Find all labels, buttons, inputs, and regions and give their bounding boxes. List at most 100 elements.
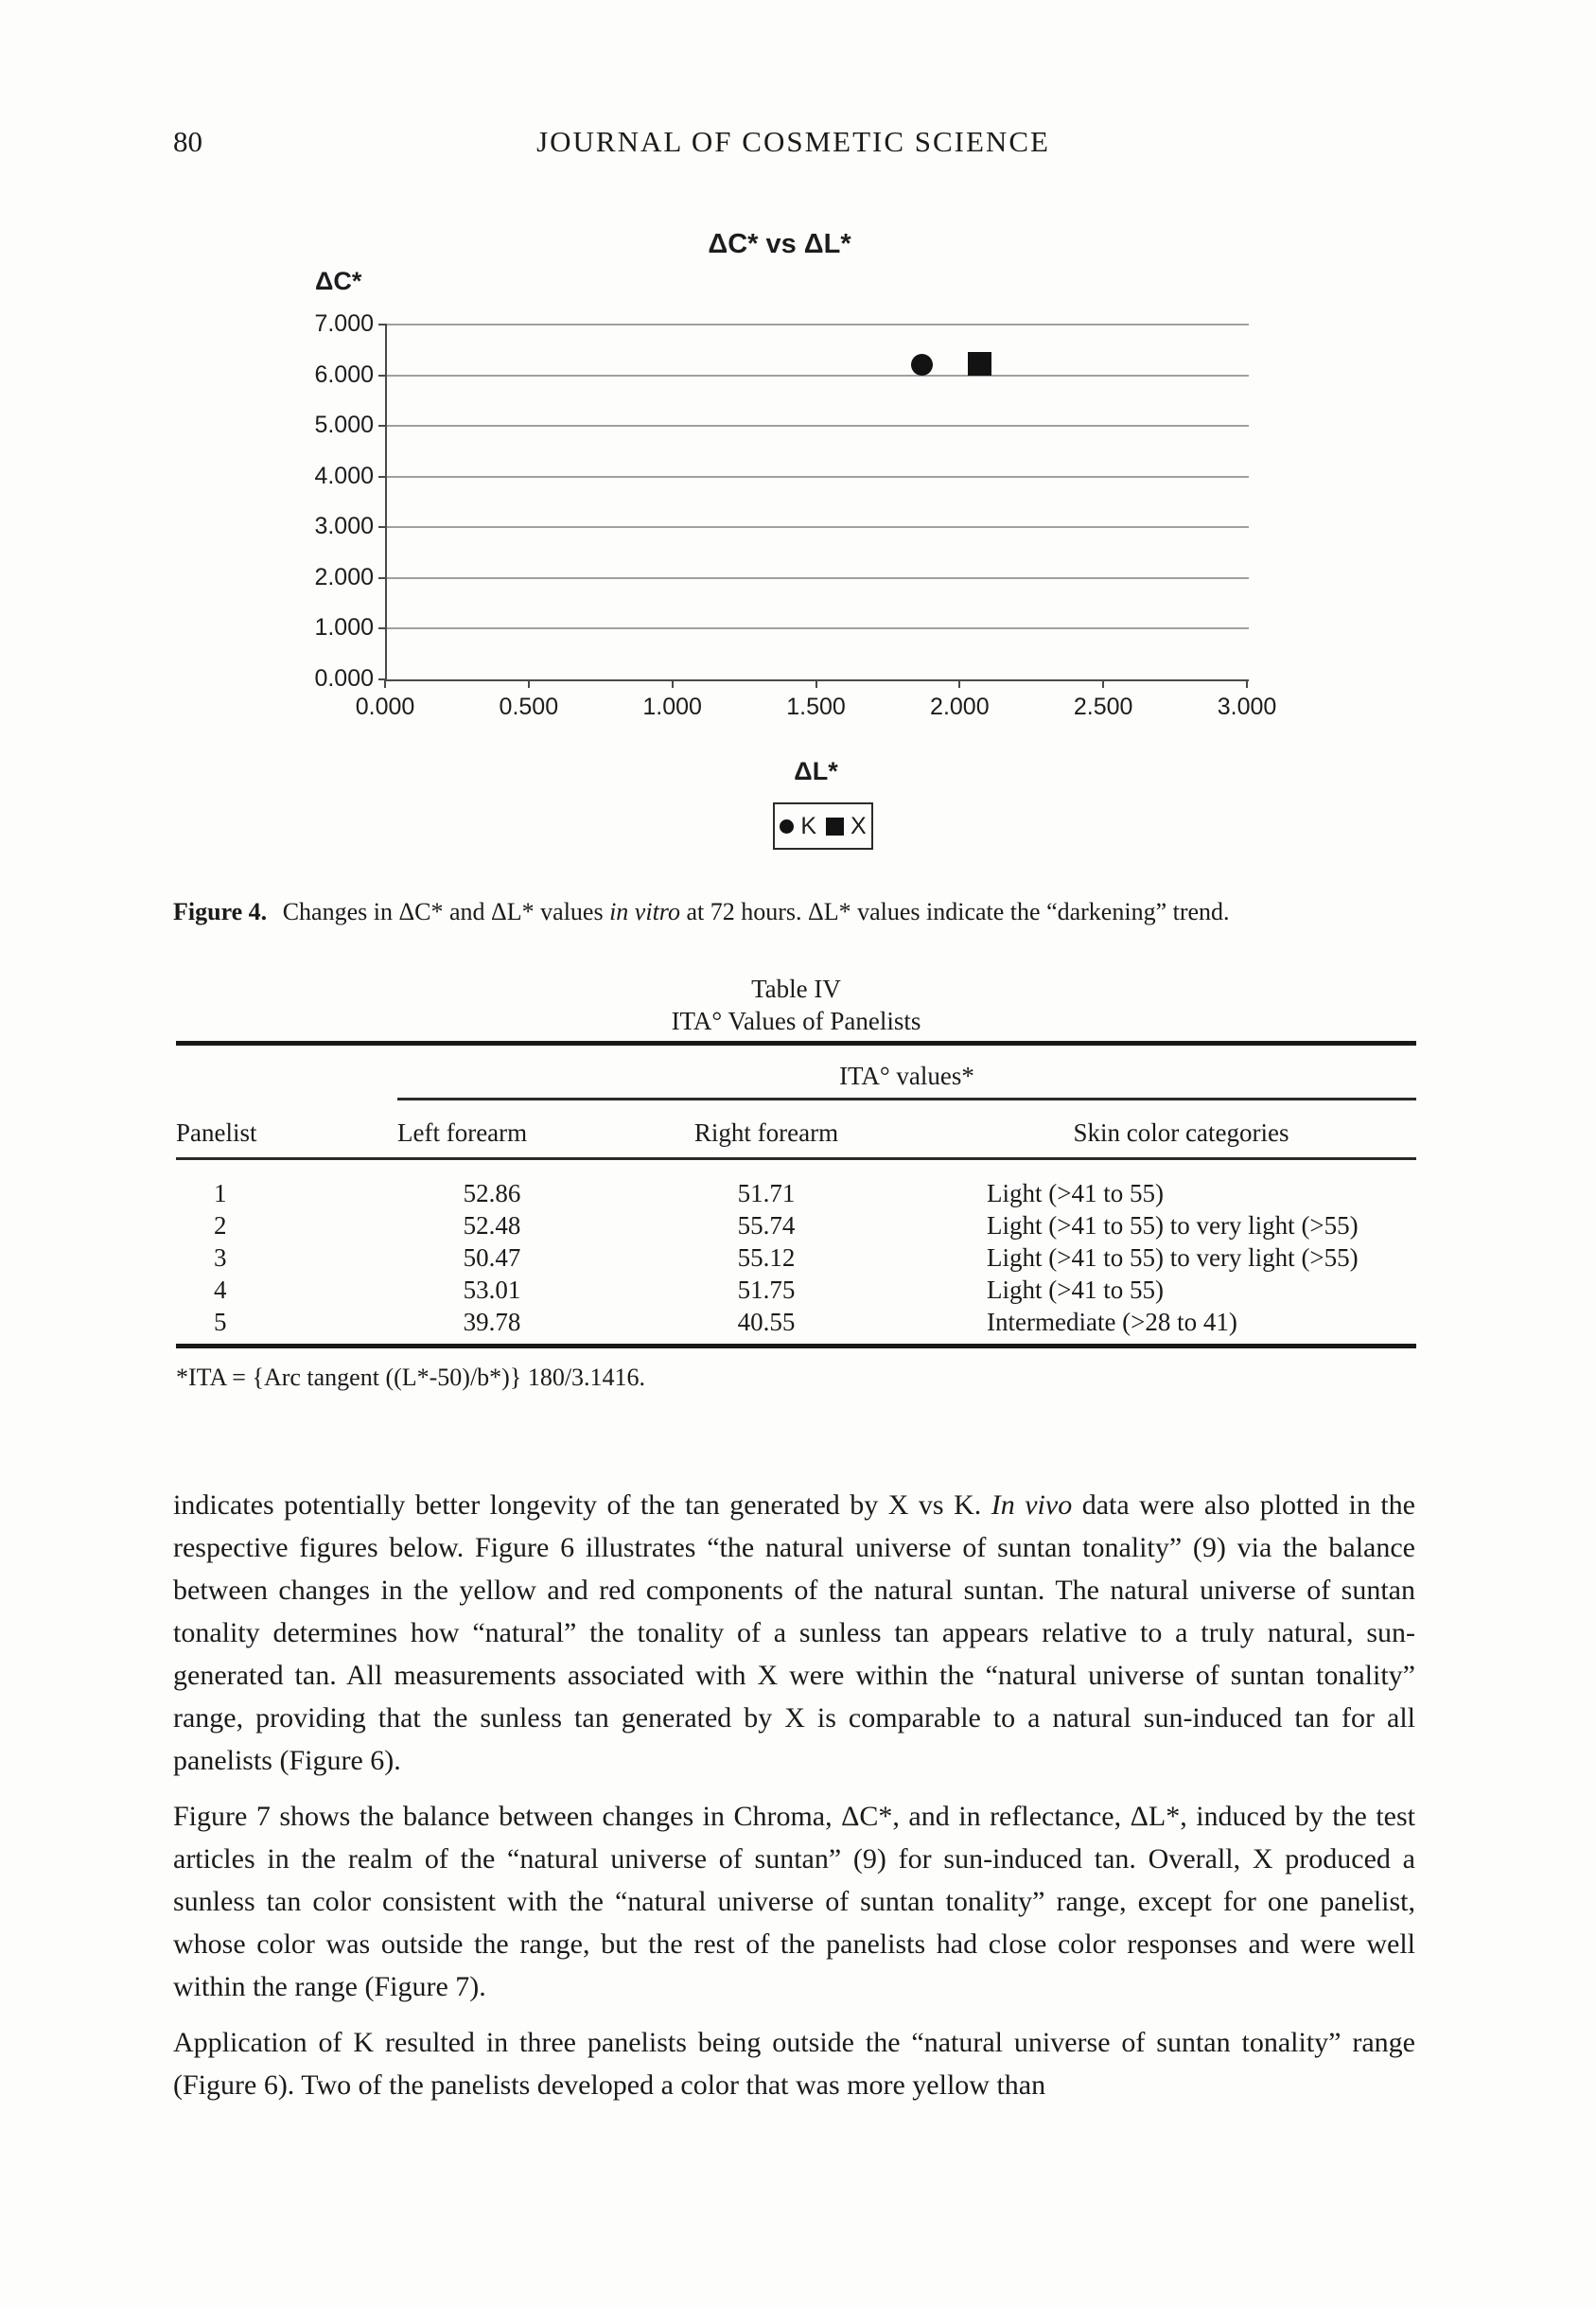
x-axis-tick	[671, 679, 674, 688]
running-head: 80 JOURNAL OF COSMETIC SCIENCE	[173, 125, 1413, 163]
text-segment: in vitro	[609, 898, 680, 925]
y-tick-label: 3.000	[314, 513, 374, 540]
y-tick-label: 5.000	[314, 412, 374, 439]
x-axis-title: ΔL*	[794, 757, 838, 785]
y-axis-tick	[378, 425, 387, 428]
text-segment: Changes in ΔC* and ΔL* values	[276, 898, 610, 925]
cell-panelist: 5	[214, 1308, 227, 1336]
gridline	[387, 374, 1249, 377]
table-row: 3 50.47 55.12 Light (>41 to 55) to very lig…	[176, 1241, 1416, 1274]
gridline	[387, 324, 1249, 326]
x-axis-tick	[384, 679, 386, 688]
gridline	[387, 475, 1249, 478]
y-axis-title: ΔC*	[315, 267, 362, 295]
chart-title: ΔC* vs ΔL*	[708, 229, 851, 259]
y-tick-label: 6.000	[314, 361, 374, 388]
table-subtitle: ITA° Values of Panelists	[671, 1007, 921, 1035]
x-tick-label: 2.000	[930, 694, 990, 720]
cell-panelist: 3	[214, 1243, 227, 1272]
y-tick-label: 7.000	[314, 310, 374, 337]
plot-area	[385, 324, 1249, 681]
y-tick-label: 2.000	[314, 563, 374, 590]
y-tick-label: 1.000	[314, 614, 374, 642]
x-tick-label: 1.500	[786, 694, 846, 720]
x-axis-tick	[1246, 679, 1248, 688]
cell-right-forearm: 55.12	[737, 1243, 796, 1272]
text-segment: Figure 7 shows the balance between chang…	[173, 1801, 1415, 2002]
table-body: 1 52.86 51.71 Light (>41 to 55) 2 52.48 55.74 L…	[176, 1177, 1416, 1338]
text-segment: indicates potentially better longevity o…	[173, 1489, 991, 1521]
table-rule-bottom	[176, 1344, 1416, 1348]
cell-panelist: 4	[214, 1276, 227, 1304]
table-row: 2 52.48 55.74 Light (>41 to 55) to very lig…	[176, 1209, 1416, 1241]
gridline	[387, 526, 1249, 529]
cell-skin-category: Intermediate (>28 to 41)	[987, 1308, 1237, 1336]
text-segment: Figure 4.	[173, 898, 268, 925]
cell-left-forearm: 50.47	[463, 1243, 521, 1272]
cell-right-forearm: 55.74	[737, 1211, 796, 1240]
cell-skin-category: Light (>41 to 55)	[987, 1179, 1164, 1207]
y-tick-label: 0.000	[314, 665, 374, 692]
y-axis-tick	[378, 475, 387, 478]
legend-label-X: X	[851, 812, 867, 839]
cell-left-forearm: 52.86	[463, 1179, 521, 1207]
y-axis-tick	[378, 374, 387, 377]
page-number: 80	[173, 125, 202, 158]
y-axis-tick	[378, 576, 387, 579]
x-axis-tick	[815, 679, 817, 688]
text-segment: at 72 hours. ΔL* values indicate the “da…	[679, 898, 1230, 925]
cell-skin-category: Light (>41 to 55) to very light (>55)	[987, 1243, 1359, 1272]
cell-right-forearm: 51.75	[737, 1276, 796, 1304]
gridline	[387, 576, 1249, 579]
cell-left-forearm: 52.48	[463, 1211, 521, 1240]
body-paragraph-3: Application of K resulted in three panel…	[173, 2021, 1415, 2106]
text-segment: Application of K resulted in three panel…	[173, 2027, 1415, 2101]
cell-left-forearm: 53.01	[463, 1276, 521, 1304]
figure-caption: Figure 4. Changes in ΔC* and ΔL* values …	[173, 896, 1433, 927]
column-header-left-forearm: Left forearm	[397, 1118, 528, 1147]
y-tick-label: 4.000	[314, 462, 374, 489]
table-row: 4 53.01 51.75 Light (>41 to 55)	[176, 1274, 1416, 1306]
column-header-skin-color: Skin color categories	[1073, 1118, 1289, 1147]
running-head-title: JOURNAL OF COSMETIC SCIENCE	[536, 125, 1050, 158]
data-point-X	[968, 351, 992, 376]
text-segment: data were also plotted in the respective…	[173, 1489, 1415, 1776]
x-axis-tick	[958, 679, 961, 688]
table-iv: Table IV ITA° Values of Panelists ITA° v…	[176, 973, 1416, 1417]
cell-skin-category: Light (>41 to 55)	[987, 1276, 1164, 1304]
body-paragraph-1: indicates potentially better longevity o…	[173, 1484, 1415, 1782]
cell-right-forearm: 40.55	[737, 1308, 796, 1336]
cell-skin-category: Light (>41 to 55) to very light (>55)	[987, 1211, 1359, 1240]
legend-marker-square	[826, 817, 844, 836]
x-tick-label: 0.000	[355, 694, 415, 720]
table-row: 1 52.86 51.71 Light (>41 to 55)	[176, 1177, 1416, 1209]
cell-panelist: 2	[214, 1211, 227, 1240]
cell-panelist: 1	[214, 1179, 227, 1207]
x-axis-tick	[1102, 679, 1105, 688]
y-axis-tick	[378, 526, 387, 529]
x-tick-label: 3.000	[1217, 694, 1277, 720]
column-header-right-forearm: Right forearm	[693, 1118, 839, 1147]
data-point-K	[911, 354, 934, 377]
table-footnote: *ITA = {Arc tangent ((L*-50)/b*)} 180/3.…	[176, 1364, 646, 1391]
gridline	[387, 425, 1249, 428]
table-rule-group	[397, 1098, 1416, 1100]
table-column-headers: Panelist Left forearm Right forearm Skin…	[176, 1117, 1416, 1149]
cell-left-forearm: 39.78	[463, 1308, 521, 1336]
text-segment: In vivo	[991, 1489, 1073, 1521]
gridline	[387, 627, 1249, 630]
body-paragraph-2: Figure 7 shows the balance between chang…	[173, 1795, 1415, 2008]
column-header-panelist: Panelist	[176, 1118, 257, 1147]
table-rule-top	[176, 1041, 1416, 1046]
y-axis-tick	[378, 627, 387, 630]
cell-right-forearm: 51.71	[737, 1179, 796, 1207]
x-tick-label: 2.500	[1073, 694, 1133, 720]
y-axis-tick	[378, 324, 387, 326]
table-group-header: ITA° values*	[839, 1062, 974, 1090]
body-text: indicates potentially better longevity o…	[173, 1484, 1415, 2120]
legend-marker-circle	[780, 819, 795, 834]
y-axis-tick	[378, 678, 387, 680]
